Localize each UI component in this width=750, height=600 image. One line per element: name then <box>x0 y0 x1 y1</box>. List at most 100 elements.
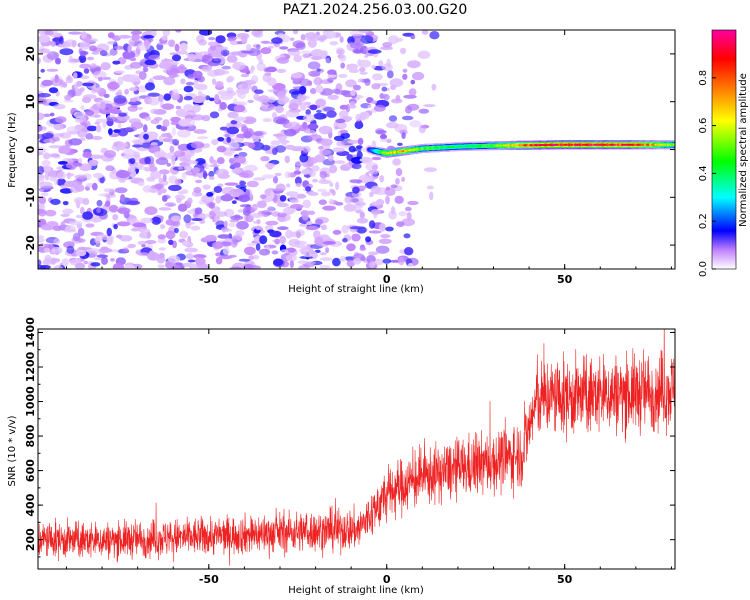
noise-blob <box>59 184 69 189</box>
noise-blob <box>185 253 194 260</box>
noise-blob <box>77 227 85 237</box>
noise-blob <box>42 30 54 36</box>
noise-blob <box>305 225 319 231</box>
noise-blob <box>339 36 344 43</box>
noise-blob <box>67 58 80 64</box>
noise-blob <box>293 170 302 175</box>
noise-blob <box>312 56 322 60</box>
noise-blob <box>53 177 59 186</box>
noise-blob <box>344 196 353 204</box>
noise-blob <box>191 218 203 222</box>
noise-blob <box>151 216 161 225</box>
noise-blob <box>183 96 193 101</box>
noise-blob <box>299 102 307 111</box>
noise-blob <box>103 188 114 193</box>
noise-blob <box>317 35 328 41</box>
noise-blob <box>40 68 45 73</box>
noise-blob <box>206 192 214 197</box>
noise-blob <box>223 220 228 228</box>
noise-blob <box>293 30 299 35</box>
noise-blob <box>340 132 351 139</box>
noise-blob <box>355 119 363 127</box>
noise-blob <box>197 90 203 97</box>
noise-blob <box>209 44 217 51</box>
noise-blob <box>228 141 240 150</box>
noise-blob <box>341 225 349 234</box>
noise-blob <box>76 162 83 167</box>
noise-blob <box>46 68 59 72</box>
noise-blob <box>217 234 231 239</box>
noise-blob <box>338 73 348 78</box>
noise-blob <box>168 184 182 192</box>
noise-blob <box>322 205 337 211</box>
noise-blob <box>193 95 206 104</box>
x-tick-label: -50 <box>199 573 219 586</box>
noise-blob <box>87 56 94 61</box>
noise-blob <box>139 231 152 239</box>
noise-blob <box>148 97 160 106</box>
noise-blob <box>408 88 417 96</box>
noise-blob <box>177 203 188 212</box>
noise-blob <box>255 225 262 231</box>
noise-blob <box>155 157 169 165</box>
noise-blob <box>38 196 47 205</box>
noise-blob <box>272 147 278 156</box>
noise-blob <box>124 88 129 95</box>
noise-blob <box>115 170 130 179</box>
noise-blob <box>400 47 407 55</box>
noise-blob <box>378 223 386 232</box>
noise-blob <box>46 51 59 61</box>
noise-blob <box>407 60 421 69</box>
noise-blob <box>128 100 142 106</box>
noise-blob <box>77 129 88 138</box>
noise-blob <box>154 183 165 190</box>
noise-blob <box>418 108 430 114</box>
noise-blob <box>371 64 376 69</box>
noise-blob <box>326 110 337 118</box>
noise-blob <box>327 94 339 100</box>
noise-blob <box>144 166 151 172</box>
noise-blob <box>175 105 182 110</box>
noise-blob <box>143 133 149 140</box>
noise-blob <box>358 59 371 68</box>
noise-blob <box>125 126 137 132</box>
noise-blob <box>226 55 238 63</box>
noise-blob <box>239 181 247 186</box>
noise-blob <box>80 105 85 111</box>
noise-blob <box>178 119 191 127</box>
noise-blob <box>258 248 271 256</box>
noise-blob <box>183 104 194 111</box>
noise-blob <box>227 111 239 119</box>
noise-blob <box>226 75 235 82</box>
noise-blob <box>310 88 317 95</box>
noise-blob <box>279 235 286 245</box>
noise-blob <box>82 151 92 158</box>
snr-x-label: Height of straight line (km) <box>288 585 424 596</box>
noise-blob <box>117 207 131 214</box>
noise-blob <box>219 255 233 260</box>
noise-blob <box>171 156 176 166</box>
noise-blob <box>98 247 113 254</box>
noise-blob <box>73 111 86 119</box>
noise-blob <box>289 37 295 41</box>
noise-blob <box>247 48 261 56</box>
noise-blob <box>50 153 60 158</box>
noise-blob <box>113 45 124 50</box>
noise-blob <box>233 162 241 168</box>
noise-blob <box>112 214 119 221</box>
noise-blob <box>368 251 379 256</box>
noise-blob <box>302 121 308 129</box>
noise-blob <box>232 155 246 164</box>
noise-blob <box>284 155 291 164</box>
noise-blob <box>168 39 176 48</box>
noise-blob <box>122 247 129 253</box>
noise-blob <box>170 116 182 123</box>
y-tick-label: 200 <box>24 528 37 551</box>
noise-blob <box>404 247 414 256</box>
noise-blob <box>270 140 281 146</box>
noise-blob <box>157 237 166 244</box>
spectrogram-x-label: Height of straight line (km) <box>288 284 424 295</box>
noise-blob <box>332 257 341 267</box>
noise-blob <box>353 84 361 91</box>
noise-blob <box>305 109 311 116</box>
